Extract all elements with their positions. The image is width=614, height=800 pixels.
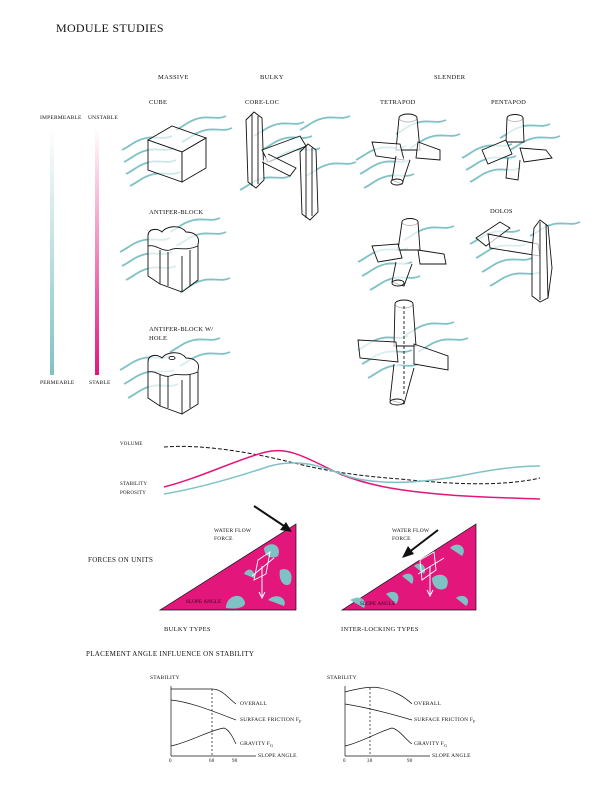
forces-bulky-diagram (158, 505, 297, 611)
chart2-tick-0: 0 (343, 759, 346, 764)
page-title: MODULE STUDIES (56, 21, 164, 35)
trend-label-porosity: POROSITY (120, 491, 147, 496)
chart2-overall-curve (344, 686, 413, 705)
chart2-friction-curve (344, 703, 413, 721)
interlock-force-label: FORCE (392, 536, 411, 542)
module-label-antifer-hole-2: HOLE (149, 335, 168, 342)
chart2-tick-30: 30 (367, 759, 373, 764)
interlock-slope-angle-label: SLOPE ANGLE (360, 602, 396, 607)
chart1-tick-90: 90 (232, 759, 238, 764)
chart2-overall-label: OVERALL (414, 701, 442, 707)
tetrapod-module-2 (371, 218, 447, 287)
stability-curve (163, 449, 541, 500)
chart2-gravity-curve (344, 727, 413, 747)
chart1-tick-0: 0 (169, 759, 172, 764)
scale-stable: STABLE (89, 380, 111, 386)
core-loc-module (245, 111, 319, 221)
module-label-pentapod: PENTAPOD (491, 99, 527, 106)
bulky-force-label: FORCE (214, 536, 233, 542)
module-label-dolos: DOLOS (490, 208, 513, 215)
interlocking-types-label: INTER-LOCKING TYPES (341, 626, 419, 633)
category-slender: SLENDER (434, 74, 466, 81)
porosity-curve (163, 462, 541, 495)
volume-curve (163, 445, 541, 485)
module-label-cube: CUBE (149, 99, 168, 106)
cube-module (146, 125, 208, 183)
module-label-tetrapod: TETRAPOD (380, 99, 416, 106)
module-label-antifer-block: ANTIFER-BLOCK (149, 209, 204, 216)
chart2-ylabel: STABILITY (327, 675, 357, 681)
chart2-gravity-label: GRAVITY Fg (414, 741, 448, 749)
forces-interlocking-diagram (340, 523, 477, 611)
dolos-module (475, 219, 553, 303)
forces-heading: FORCES ON UNITS (88, 556, 154, 564)
permeability-gradient-bar (50, 127, 54, 375)
bulky-types-label: BULKY TYPES (164, 626, 211, 633)
trend-label-volume: VOLUME (120, 442, 143, 447)
tetrapod-module (371, 113, 441, 186)
bulky-water-flow-label: WATER FLOW (214, 528, 252, 534)
module-label-core-loc: CORE-LOC (245, 99, 280, 106)
pentapod-module (481, 114, 553, 181)
interlock-water-flow-label: WATER FLOW (392, 528, 430, 534)
scale-unstable: UNSTABLE (88, 115, 118, 121)
chart1-friction-label: SURFACE FRICTION Ff (240, 717, 302, 725)
trend-label-stability: STABILITY (120, 482, 148, 487)
trend-chart (163, 445, 541, 500)
stability-gradient-bar (95, 127, 99, 375)
chart2-tick-90: 90 (407, 759, 413, 764)
placement-chart-2 (344, 686, 430, 757)
chart2-xlabel: SLOPE ANGLE (432, 753, 471, 759)
chart1-xlabel: SLOPE ANGLE (258, 753, 297, 759)
placement-chart-1 (170, 686, 256, 757)
tetrapod-module-large (357, 299, 449, 406)
scale-impermeable: IMPERMEABLE (40, 115, 82, 121)
chart1-ylabel: STABILITY (150, 675, 180, 681)
antifer-block-module (147, 226, 199, 293)
chart1-gravity-label: GRAVITY Fg (240, 741, 274, 749)
category-massive: MASSIVE (158, 74, 189, 81)
chart1-friction-curve (170, 699, 237, 721)
category-bulky: BULKY (260, 74, 284, 81)
chart1-tick-60: 60 (209, 759, 215, 764)
module-label-antifer-hole: ANTIFER-BLOCK W/ (149, 326, 214, 333)
chart1-overall-label: OVERALL (240, 701, 268, 707)
chart1-gravity-curve (170, 727, 237, 747)
placement-heading: PLACEMENT ANGLE INFLUENCE ON STABILITY (86, 650, 255, 658)
scale-permeable: PERMEABLE (40, 380, 75, 386)
chart2-friction-label: SURFACE FRICTION Ff (414, 717, 476, 725)
bulky-slope-angle-label: SLOPE ANGLE (186, 600, 222, 605)
antifer-hole-module (147, 352, 199, 415)
